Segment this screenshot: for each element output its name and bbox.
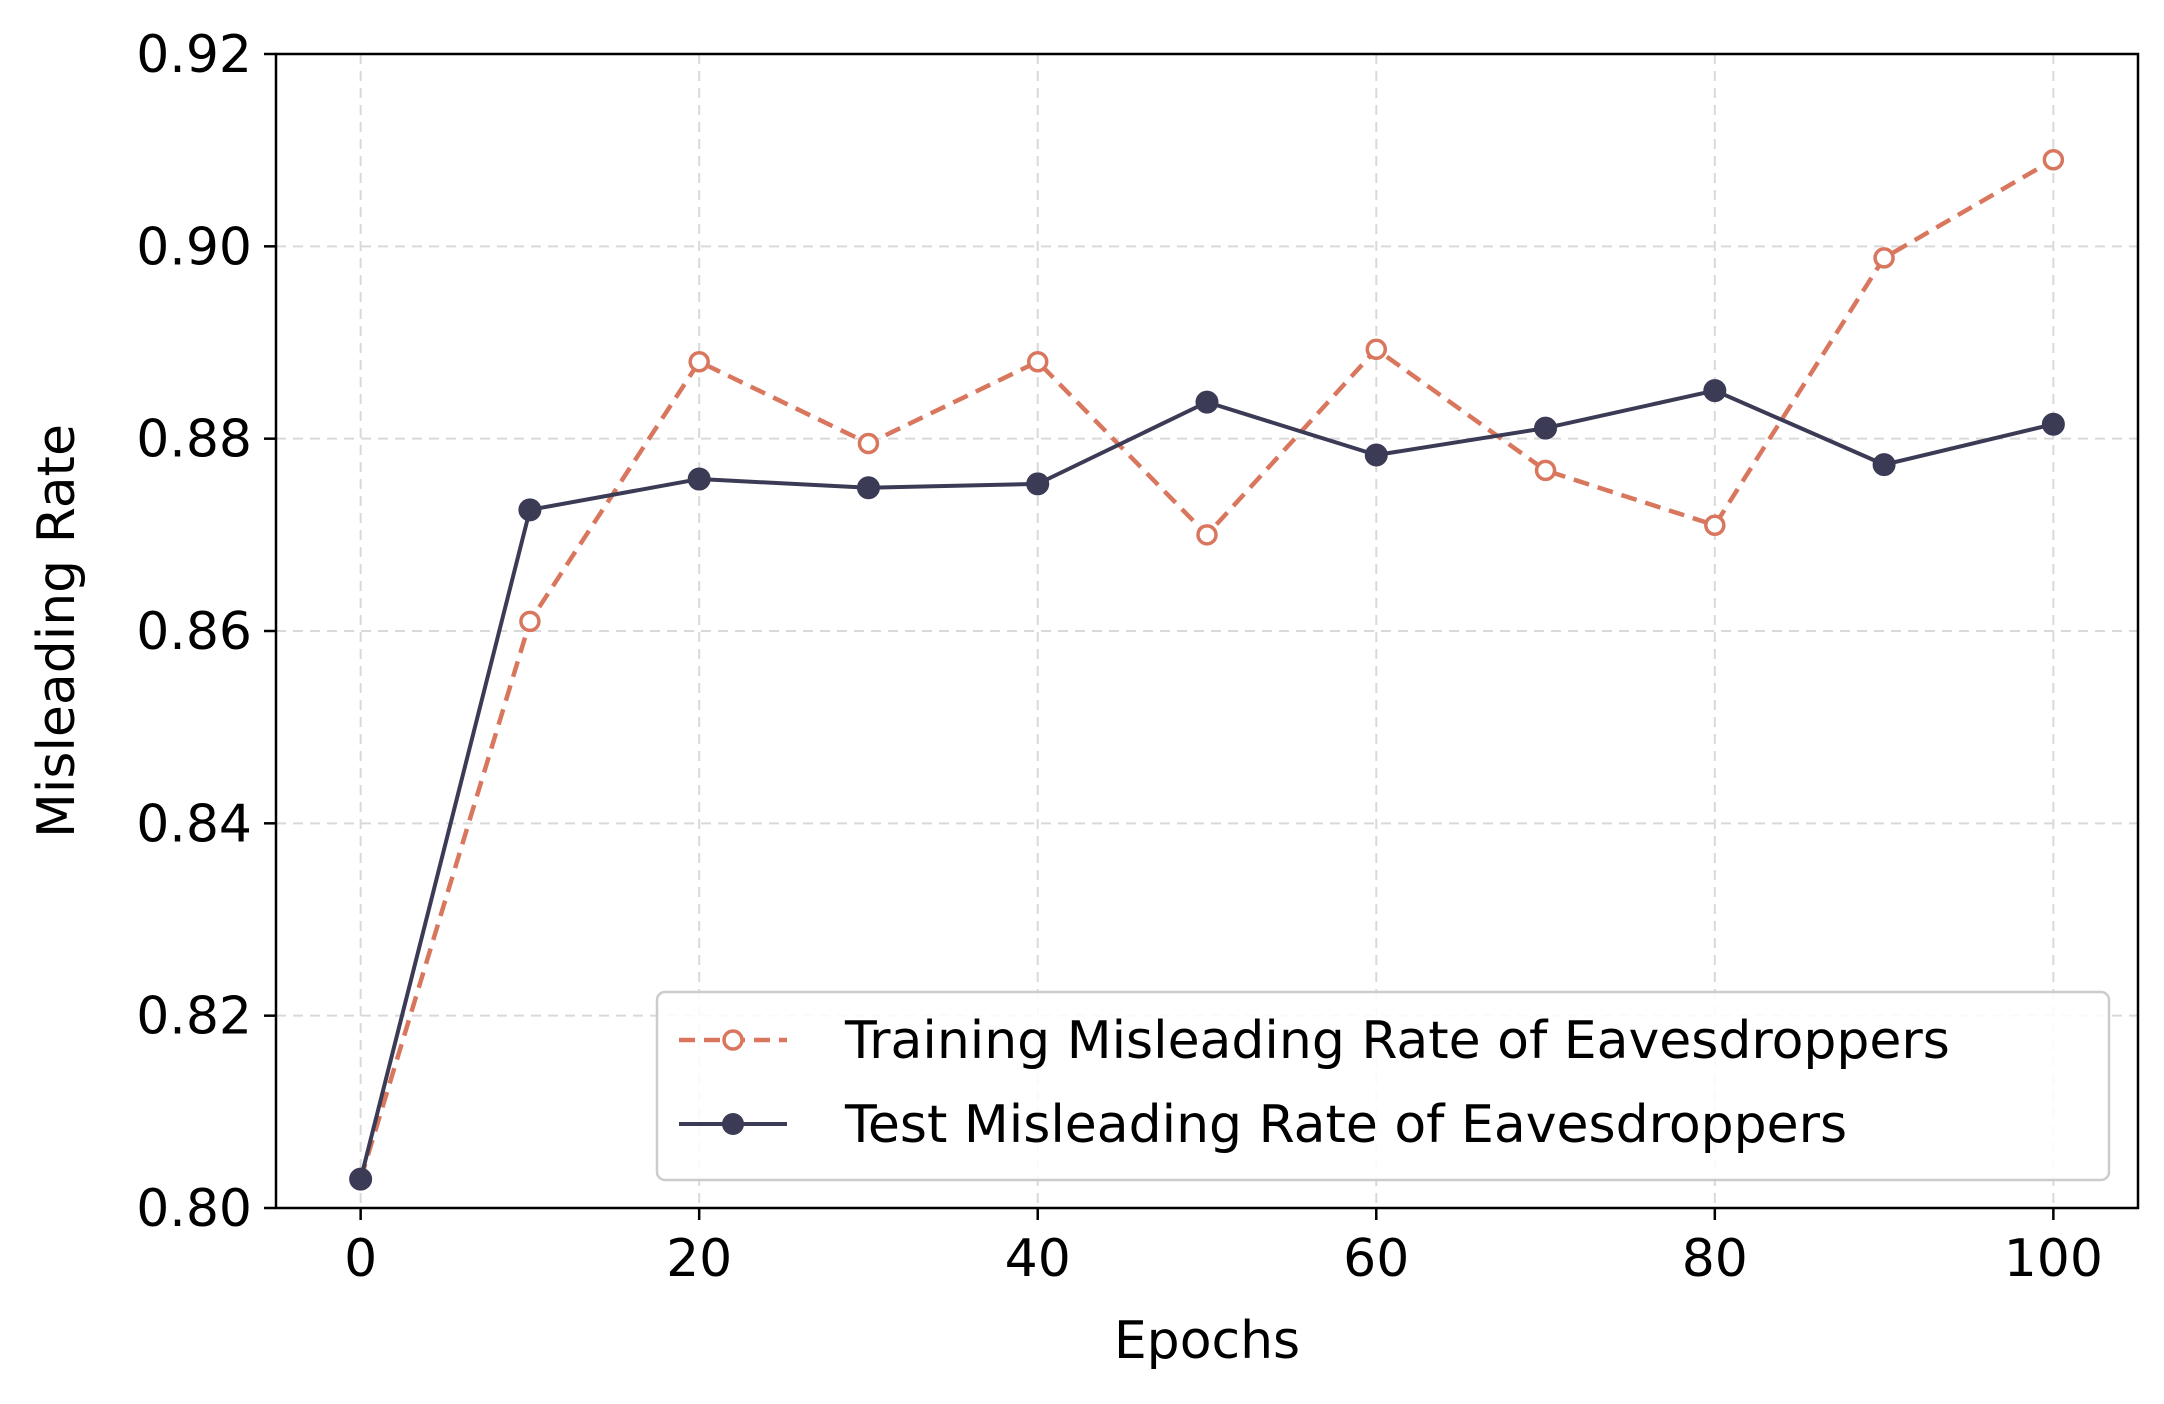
x-tick-label: 0 (344, 1229, 377, 1289)
legend: Training Misleading Rate of Eavesdropper… (655, 990, 2111, 1182)
y-tick-label: 0.82 (136, 987, 252, 1047)
series-point-0 (2042, 149, 2065, 171)
y-tick-label: 0.92 (136, 25, 252, 85)
series-point-1 (856, 476, 880, 500)
series-point-0 (688, 350, 710, 373)
x-tick-label: 80 (1682, 1229, 1748, 1289)
x-tick-label: 100 (2004, 1229, 2103, 1289)
axis-ticks: 0 20 40 60 80 100 0.80 0.82 0.84 0.86 0.88 0.90 0.92 (136, 25, 2103, 1289)
series-point-0 (857, 432, 880, 455)
series-point-1 (1364, 443, 1388, 467)
series-point-1 (518, 498, 542, 522)
x-axis-label: Epochs (1114, 1311, 1300, 1371)
series-point-1 (687, 467, 711, 491)
y-tick-label: 0.90 (136, 217, 252, 277)
x-tick-label: 60 (1343, 1229, 1409, 1289)
y-tick-label: 0.80 (136, 1179, 252, 1239)
series-point-0 (1534, 459, 1557, 482)
series-point-0 (519, 610, 541, 633)
y-tick-label: 0.84 (136, 794, 252, 854)
y-tick-label: 0.88 (136, 410, 252, 470)
series-point-0 (1873, 247, 1895, 269)
series-point-1 (1026, 472, 1050, 496)
legend-box (655, 990, 2111, 1182)
x-tick-label: 20 (666, 1229, 732, 1289)
series-point-0 (1704, 514, 1726, 536)
series-layer (349, 149, 2065, 1191)
series-point-1 (349, 1167, 373, 1191)
x-tick-label: 40 (1005, 1229, 1071, 1289)
series-point-1 (2041, 412, 2065, 436)
legend-label-1: Test Misleading Rate of Eavesdroppers (844, 1095, 1847, 1155)
series-point-1 (1195, 390, 1219, 414)
y-axis-label: Misleading Rate (27, 424, 87, 838)
series-point-0 (1196, 524, 1218, 546)
series-point-1 (1534, 416, 1558, 440)
legend-marker-1 (722, 1113, 744, 1135)
legend-marker-0 (722, 1029, 744, 1051)
legend-label-0: Training Misleading Rate of Eavesdropper… (844, 1011, 1950, 1071)
series-point-0 (1365, 338, 1388, 360)
series-point-1 (1703, 379, 1727, 403)
series-point-1 (1872, 453, 1896, 477)
series-point-0 (1026, 350, 1049, 373)
y-tick-label: 0.86 (136, 602, 252, 662)
